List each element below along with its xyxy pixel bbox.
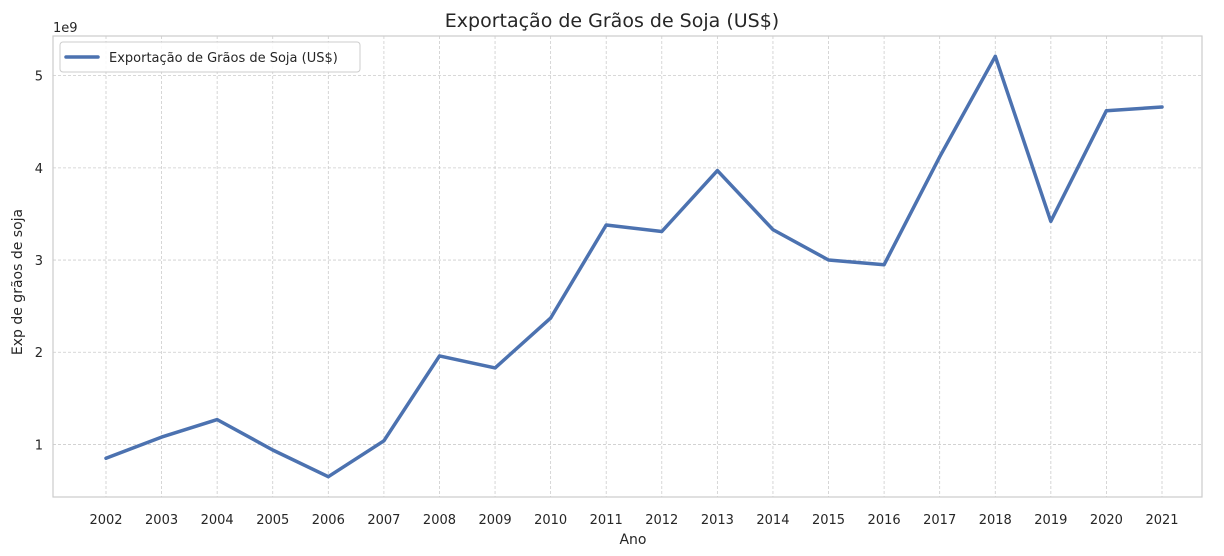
data-point <box>437 354 441 358</box>
data-point <box>493 366 497 370</box>
legend: Exportação de Grãos de Soja (US$) <box>59 41 361 73</box>
x-tick-label: 2021 <box>1145 513 1178 528</box>
x-tick-label: 2009 <box>479 513 512 528</box>
x-tick-label: 2015 <box>812 513 845 528</box>
y-tick-label: 1 <box>35 438 43 453</box>
legend-box <box>59 41 361 73</box>
x-tick-label: 2016 <box>868 513 901 528</box>
y-tick-label: 5 <box>35 70 43 85</box>
x-tick-label: 2006 <box>312 513 345 528</box>
x-tick-label: 2010 <box>534 513 567 528</box>
x-tick-label: 2008 <box>423 513 456 528</box>
x-axis-ticks: 2002 2003 2004 2005 2006 2007 2008 2009 2010 2011… <box>89 513 1178 528</box>
y-tick-label: 2 <box>35 346 43 361</box>
data-point <box>1160 105 1164 109</box>
data-point <box>326 475 330 479</box>
x-tick-label: 2004 <box>201 513 234 528</box>
data-point <box>882 263 886 267</box>
x-tick-label: 2017 <box>923 513 956 528</box>
data-point <box>993 54 997 58</box>
x-tick-label: 2003 <box>145 513 178 528</box>
y-tick-label: 4 <box>35 162 43 177</box>
data-point <box>549 316 553 320</box>
x-tick-label: 2011 <box>590 513 623 528</box>
y-axis-ticks: 1 2 3 4 5 <box>35 70 43 454</box>
x-tick-label: 2002 <box>89 513 122 528</box>
x-axis-label: Ano <box>619 532 646 548</box>
data-point <box>160 435 164 439</box>
grid-lines <box>53 36 1202 497</box>
data-point <box>715 169 719 173</box>
x-tick-label: 2012 <box>645 513 678 528</box>
x-tick-label: 2019 <box>1034 513 1067 528</box>
x-tick-label: 2020 <box>1090 513 1123 528</box>
data-point <box>382 439 386 443</box>
data-point <box>1104 109 1108 113</box>
data-point <box>104 456 108 460</box>
data-point <box>271 448 275 452</box>
y-tick-label: 3 <box>35 254 43 269</box>
x-tick-label: 2005 <box>256 513 289 528</box>
data-point <box>604 223 608 227</box>
series-line <box>104 54 1164 479</box>
x-tick-label: 2018 <box>979 513 1012 528</box>
y-axis-label: Exp de grãos de soja <box>10 209 26 355</box>
data-point <box>938 155 942 159</box>
x-tick-label: 2014 <box>756 513 789 528</box>
x-tick-label: 2007 <box>367 513 400 528</box>
chart-title: Exportação de Grãos de Soja (US$) <box>445 10 779 32</box>
data-point <box>215 418 219 422</box>
plot-frame <box>52 35 1203 498</box>
y-offset-label: 1e9 <box>53 21 78 36</box>
series-layer <box>104 54 1164 479</box>
x-tick-label: 2013 <box>701 513 734 528</box>
legend-label: Exportação de Grãos de Soja (US$) <box>109 51 338 66</box>
data-point <box>771 228 775 232</box>
data-point <box>1049 219 1053 223</box>
data-point <box>827 258 831 262</box>
data-point <box>660 229 664 233</box>
